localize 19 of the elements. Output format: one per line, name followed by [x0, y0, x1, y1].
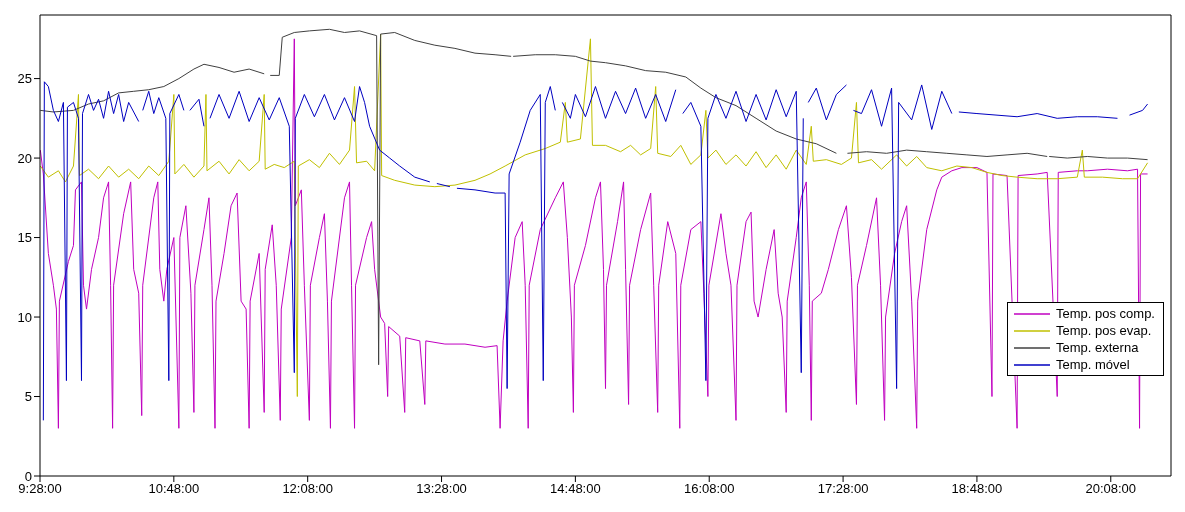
x-tick-label: 18:48:00 — [951, 481, 1003, 497]
x-tick-label: 12:08:00 — [282, 481, 333, 497]
legend-label: Temp. pos comp. — [1056, 305, 1155, 322]
x-tick-label: 17:28:00 — [817, 481, 869, 497]
x-tick-label: 20:08:00 — [1085, 481, 1137, 497]
legend-label: Temp. móvel — [1056, 356, 1130, 373]
y-tick-label: 15 — [17, 230, 32, 246]
x-tick-label: 16:08:00 — [683, 481, 735, 497]
y-tick-label: 25 — [17, 71, 32, 87]
y-tick-label: 0 — [24, 468, 32, 484]
y-tick-label: 20 — [17, 150, 32, 166]
legend-label: Temp. pos evap. — [1056, 322, 1152, 339]
legend-label: Temp. externa — [1056, 339, 1139, 356]
x-tick-label: 10:48:00 — [148, 481, 200, 497]
y-tick-label: 5 — [24, 389, 32, 405]
x-tick-label: 13:28:00 — [416, 481, 467, 497]
y-tick-label: 10 — [17, 309, 32, 325]
x-tick-label: 9:28:00 — [18, 481, 62, 497]
x-tick-label: 14:48:00 — [550, 481, 601, 497]
